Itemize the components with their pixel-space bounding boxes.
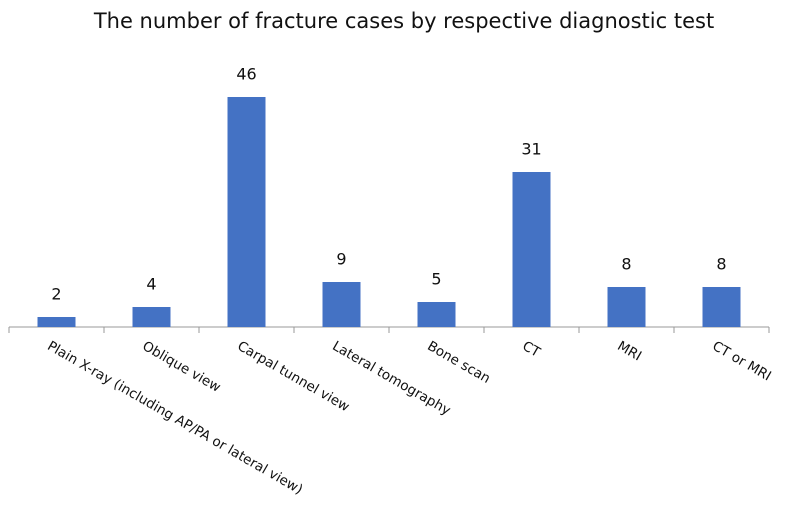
value-label: 8 — [716, 255, 726, 274]
x-tick-label: CT or MRI — [710, 338, 774, 384]
value-label: 31 — [521, 140, 541, 159]
value-label: 5 — [431, 270, 441, 289]
value-label: 8 — [621, 255, 631, 274]
x-tick-label: Bone scan — [425, 338, 494, 387]
bar — [132, 307, 171, 327]
chart-title: The number of fracture cases by respecti… — [93, 9, 714, 33]
x-tick-label: CT — [520, 338, 544, 361]
value-label: 9 — [336, 250, 346, 269]
bar — [512, 172, 551, 327]
x-tick-label: MRI — [615, 338, 645, 364]
bar — [322, 282, 361, 327]
bar — [702, 287, 741, 327]
bar — [227, 97, 266, 327]
value-label: 46 — [236, 65, 256, 84]
value-label: 2 — [51, 285, 61, 304]
bar — [37, 317, 76, 327]
x-tick-label: Oblique view — [140, 338, 224, 396]
bar — [417, 302, 456, 327]
value-label: 4 — [146, 275, 156, 294]
bar — [607, 287, 646, 327]
